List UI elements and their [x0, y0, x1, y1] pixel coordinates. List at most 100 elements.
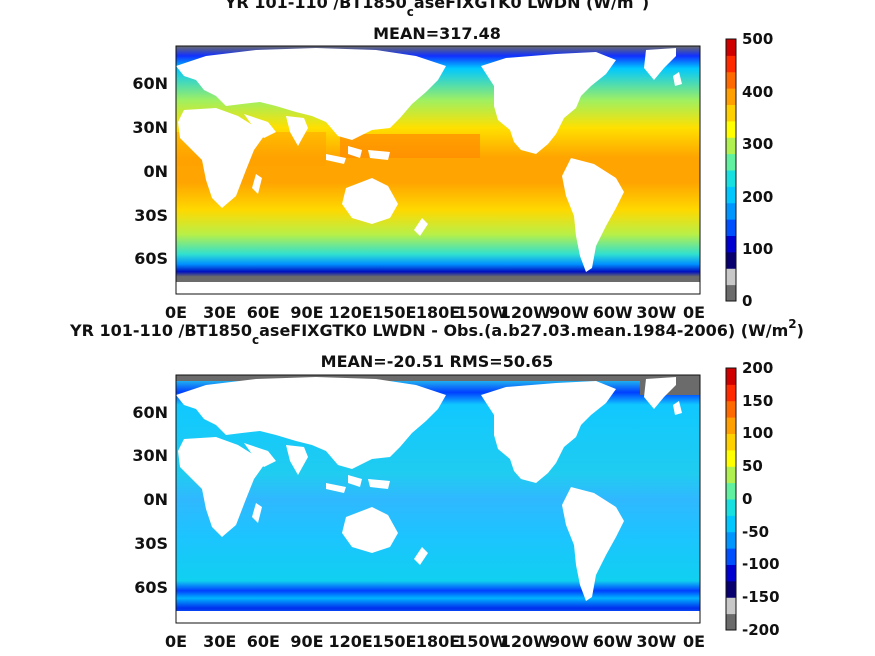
lat-label: 0N [143, 162, 168, 181]
colorbar-swatch [726, 251, 736, 269]
colorbar-swatch [726, 400, 736, 418]
lat-label: 60S [134, 249, 168, 268]
panel-2-colorbar: 200 150 100 50 0 -50 -100 -150 -200 [725, 359, 780, 639]
lat-label: 30S [134, 534, 168, 553]
lon-label: 90E [290, 303, 323, 322]
lon-label: 180E [416, 632, 460, 651]
colorbar-tick: 0 [742, 292, 752, 310]
lon-label: 90W [549, 632, 589, 651]
colorbar-swatch [726, 531, 736, 549]
lon-label: 0E [165, 303, 187, 322]
lon-label: 30E [203, 303, 236, 322]
lat-label: 60S [134, 578, 168, 597]
panel-1-title: YR 101-110 /BT1850caseFIXGTK0 LWDN (W/m2… [224, 0, 649, 19]
colorbar-swatch [726, 515, 736, 533]
lon-label: 60W [593, 303, 633, 322]
colorbar-swatch [726, 368, 736, 385]
lon-label: 30W [636, 303, 676, 322]
lon-label: 60W [593, 632, 633, 651]
panel-1-colorbar: 500 400 300 200 100 0 [725, 30, 773, 310]
colorbar-swatch [726, 170, 736, 187]
colorbar-swatch [726, 284, 736, 302]
panel-1-lat-axis: 60N 30N 0N 30S 60S [132, 74, 168, 268]
lat-label: 60N [132, 74, 168, 93]
colorbar-swatch [726, 384, 736, 402]
lon-label: 30W [636, 632, 676, 651]
panel-2-map [175, 374, 701, 624]
colorbar-swatch [726, 71, 736, 89]
colorbar-swatch [726, 417, 736, 434]
lon-label: 150W [456, 632, 507, 651]
colorbar-tick: 400 [742, 83, 773, 101]
colorbar-swatch [726, 613, 736, 631]
panel-2-lat-axis: 60N 30N 0N 30S 60S [132, 403, 168, 597]
colorbar-tick: 500 [742, 30, 773, 48]
colorbar-tick: 200 [742, 359, 773, 377]
lon-label: 150E [372, 303, 416, 322]
panel-2: YR 101-110 /BT1850caseFIXGTK0 LWDN - Obs… [69, 317, 804, 651]
lon-label: 150E [372, 632, 416, 651]
colorbar-swatch [726, 482, 736, 500]
colorbar-swatch [726, 597, 736, 615]
lon-label: 0E [683, 632, 705, 651]
colorbar-swatch [726, 39, 736, 56]
colorbar-swatch [726, 466, 736, 484]
colorbar-tick: 50 [742, 457, 763, 475]
colorbar-swatch [726, 55, 736, 73]
colorbar-tick: -50 [742, 523, 769, 541]
lon-label: 90W [549, 303, 589, 322]
colorbar-swatch [726, 120, 736, 138]
lon-label: 90E [290, 632, 323, 651]
lon-label: 0E [683, 303, 705, 322]
lon-label: 120E [329, 303, 373, 322]
colorbar-swatch [726, 137, 736, 155]
colorbar-swatch [726, 433, 736, 451]
colorbar-swatch [726, 499, 736, 516]
colorbar-tick: 200 [742, 188, 773, 206]
colorbar-swatch [726, 219, 736, 236]
colorbar-tick: -150 [742, 588, 780, 606]
panel-1-stats: MEAN=317.48 [373, 24, 501, 43]
colorbar-tick: -200 [742, 621, 780, 639]
lon-label: 60E [247, 632, 280, 651]
lat-label: 30N [132, 446, 168, 465]
lat-label: 60N [132, 403, 168, 422]
lon-label: 180E [416, 303, 460, 322]
colorbar-tick: 100 [742, 424, 773, 442]
colorbar-swatches [726, 368, 736, 631]
colorbar-swatch [726, 268, 736, 286]
colorbar-tick: 100 [742, 240, 773, 258]
colorbar-swatch [726, 564, 736, 582]
lon-label: 150W [456, 303, 507, 322]
colorbar-swatch [726, 449, 736, 467]
colorbar-swatch [726, 104, 736, 122]
panel-1-map [175, 45, 701, 295]
colorbar-tick: 300 [742, 135, 773, 153]
lat-label: 30N [132, 118, 168, 137]
colorbar-swatch [726, 548, 736, 565]
colorbar-swatch [726, 580, 736, 598]
lon-label: 120W [500, 632, 551, 651]
colorbar-swatch [726, 202, 736, 220]
colorbar-tick: 150 [742, 392, 773, 410]
colorbar-tick: -100 [742, 555, 780, 573]
lon-label: 0E [165, 632, 187, 651]
colorbar-tick: 0 [742, 490, 752, 508]
lon-label: 60E [247, 303, 280, 322]
colorbar-swatch [726, 153, 736, 171]
panel-1: YR 101-110 /BT1850caseFIXGTK0 LWDN (W/m2… [132, 0, 773, 322]
colorbar-swatch [726, 88, 736, 105]
panel-1-lon-axis: 0E 30E 60E 90E 120E 150E 180E 150W 120W … [165, 303, 705, 322]
lon-label: 120W [500, 303, 551, 322]
panel-2-lon-axis: 0E 30E 60E 90E 120E 150E 180E 150W 120W … [165, 632, 705, 651]
colorbar-swatch [726, 186, 736, 204]
colorbar-swatch [726, 235, 736, 253]
lat-label: 0N [143, 490, 168, 509]
colorbar-swatches [726, 39, 736, 302]
lon-label: 120E [329, 632, 373, 651]
panel-2-title: YR 101-110 /BT1850caseFIXGTK0 LWDN - Obs… [69, 317, 804, 347]
panel-2-stats: MEAN=-20.51 RMS=50.65 [321, 352, 554, 371]
lat-label: 30S [134, 206, 168, 225]
lon-label: 30E [203, 632, 236, 651]
